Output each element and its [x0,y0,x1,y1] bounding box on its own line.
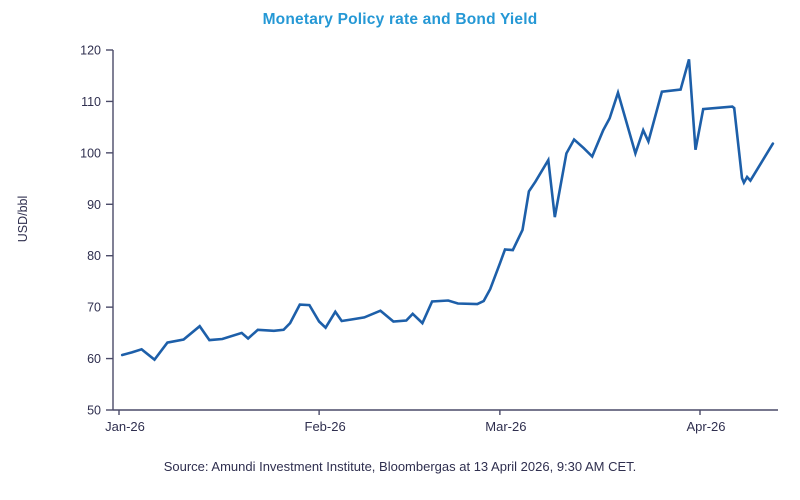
y-tick-label: 70 [87,301,101,315]
y-tick-label: 50 [87,404,101,418]
x-tick-label: Mar-26 [485,419,526,434]
x-tick-label: Apr-26 [686,419,725,434]
y-tick-label: 110 [81,95,101,109]
y-tick-label: 60 [87,352,101,366]
chart-title: Monetary Policy rate and Bond Yield [262,11,538,28]
y-tick-label: 100 [80,146,101,160]
x-tick-label: Jan-26 [105,419,145,434]
x-tick-label: Feb-26 [305,419,346,434]
y-tick-label: 90 [87,198,101,212]
y-tick-label: 80 [87,249,101,263]
price-line [120,58,775,362]
y-tick-label: 120 [80,44,101,58]
source-note: Source: Amundi Investment Institute, Blo… [163,459,637,474]
